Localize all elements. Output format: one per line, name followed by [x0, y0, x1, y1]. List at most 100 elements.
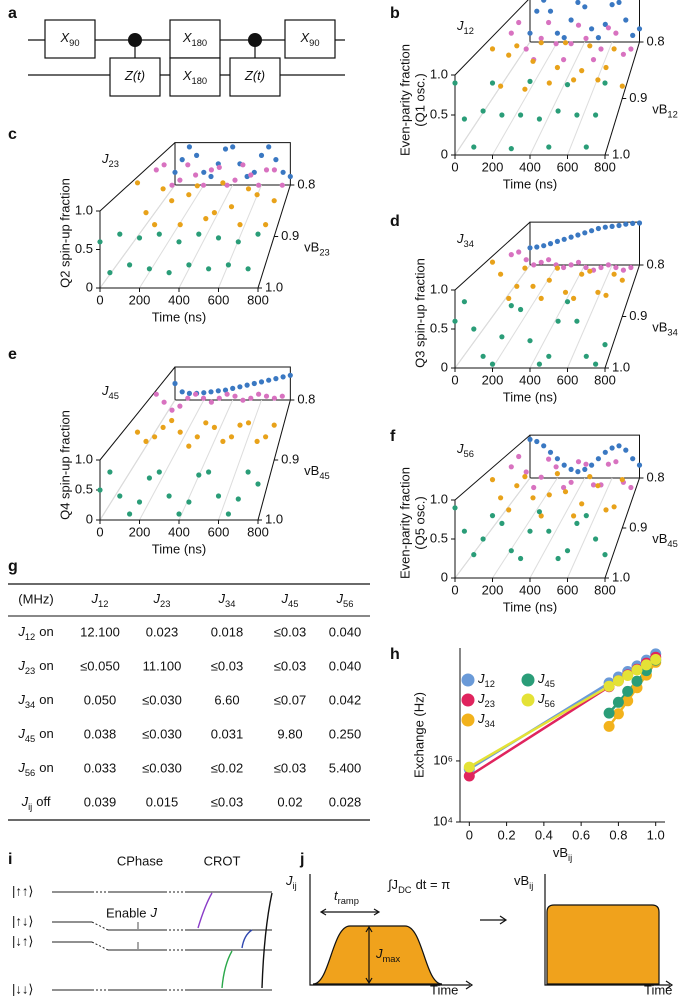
- x-tick-label: 600: [208, 292, 230, 307]
- data-point: [575, 469, 581, 475]
- gate-label-main: Z(t): [244, 68, 265, 83]
- data-point: [254, 438, 260, 444]
- box-edge: [454, 0, 529, 76]
- data-point: [196, 231, 202, 237]
- data-point: [201, 390, 207, 396]
- gate: [169, 19, 221, 59]
- data-point: [628, 484, 634, 491]
- control-dot: [248, 33, 262, 47]
- row-label: J34 on: [17, 692, 53, 710]
- data-point: [631, 664, 643, 676]
- table-cell: 0.038: [84, 726, 117, 741]
- data-point: [622, 695, 634, 707]
- table-cell: ≤0.050: [80, 658, 120, 673]
- data-point: [244, 382, 250, 388]
- table-cell: 12.100: [80, 624, 120, 639]
- x-tick-label: 400: [519, 159, 541, 174]
- data-point: [230, 385, 236, 391]
- table-cell: 0.033: [84, 760, 117, 775]
- data-point: [232, 177, 238, 183]
- state-label: |↓↓⟩: [12, 981, 33, 996]
- z-axis-label: vB45: [304, 463, 330, 481]
- y-axis-label: (Q1 osc.): [412, 73, 427, 126]
- grid-line: [567, 264, 613, 369]
- data-point: [271, 395, 277, 401]
- j-label: J23: [101, 151, 119, 169]
- pulse-ylabel: vBij: [514, 873, 533, 891]
- z-axis-label-sub: 45: [319, 471, 329, 481]
- y-tick-label: 1.0: [430, 66, 448, 81]
- x-tick-label: 800: [594, 159, 616, 174]
- height-label-main: J: [375, 946, 383, 961]
- table-header: J45: [281, 591, 299, 609]
- data-point: [609, 2, 615, 8]
- data-point: [538, 40, 544, 46]
- data-point: [280, 169, 286, 175]
- data-point: [534, 8, 540, 14]
- data-point: [541, 443, 547, 449]
- x-tick-label: 400: [168, 524, 190, 539]
- table-cell: ≤0.07: [274, 692, 306, 707]
- gate: [229, 57, 281, 97]
- data-point: [185, 395, 191, 401]
- data-point: [136, 235, 143, 241]
- data-point: [530, 58, 536, 64]
- data-point: [206, 469, 212, 475]
- gate: [284, 19, 336, 59]
- table-header-sub: 12: [98, 599, 108, 609]
- data-point: [499, 520, 505, 527]
- data-point: [598, 46, 604, 52]
- data-point: [254, 192, 260, 198]
- data-point: [237, 222, 243, 228]
- table-cell: 0.02: [277, 794, 302, 809]
- table-cell: ≤0.03: [274, 624, 306, 639]
- data-point: [534, 244, 540, 250]
- table-cell: 0.015: [146, 794, 179, 809]
- data-point: [602, 449, 608, 455]
- data-point: [220, 438, 226, 444]
- data-point: [258, 152, 265, 158]
- data-point: [146, 475, 152, 481]
- y-tick-label: 0.5: [430, 530, 448, 545]
- data-point: [574, 318, 580, 324]
- pulse-diagram: [309, 874, 674, 990]
- ramp-label-main: t: [334, 888, 339, 903]
- z-axis-label-main: vB: [652, 320, 667, 335]
- data-point: [248, 172, 254, 178]
- pulse-ylabel-main: J: [285, 873, 293, 888]
- ramp-label: tramp: [334, 888, 359, 906]
- grid-line: [529, 264, 586, 369]
- data-point: [538, 513, 544, 519]
- data-point: [518, 555, 524, 562]
- data-point: [546, 19, 552, 26]
- legend-label-sub: 45: [545, 679, 555, 689]
- data-point: [616, 443, 622, 449]
- row-label: J45 on: [17, 726, 53, 744]
- data-point: [562, 289, 569, 295]
- data-point: [117, 493, 123, 499]
- data-point: [554, 30, 561, 36]
- table-cell: 5.400: [329, 760, 362, 775]
- x-tick-label: 0: [96, 524, 103, 539]
- data-point: [245, 266, 251, 272]
- data-point: [574, 520, 580, 527]
- x-tick-label: 800: [247, 292, 269, 307]
- data-point: [538, 35, 544, 42]
- data-point: [263, 222, 269, 228]
- x-axis-label: Time (ns): [503, 176, 557, 191]
- data-point: [245, 420, 252, 426]
- row-label-main: J: [17, 658, 25, 673]
- data-point: [461, 528, 467, 534]
- data-point: [256, 182, 262, 188]
- data-point: [553, 464, 559, 470]
- table-header-sub: 23: [160, 599, 170, 609]
- data-point: [471, 552, 477, 558]
- data-point: [240, 162, 246, 168]
- data-point: [603, 507, 609, 513]
- table-cell: ≤0.02: [211, 760, 243, 775]
- data-point: [587, 474, 593, 480]
- x-axis-label-main: vB: [553, 845, 568, 860]
- data-point: [228, 204, 235, 210]
- gate: [44, 19, 96, 59]
- data-point: [508, 252, 514, 258]
